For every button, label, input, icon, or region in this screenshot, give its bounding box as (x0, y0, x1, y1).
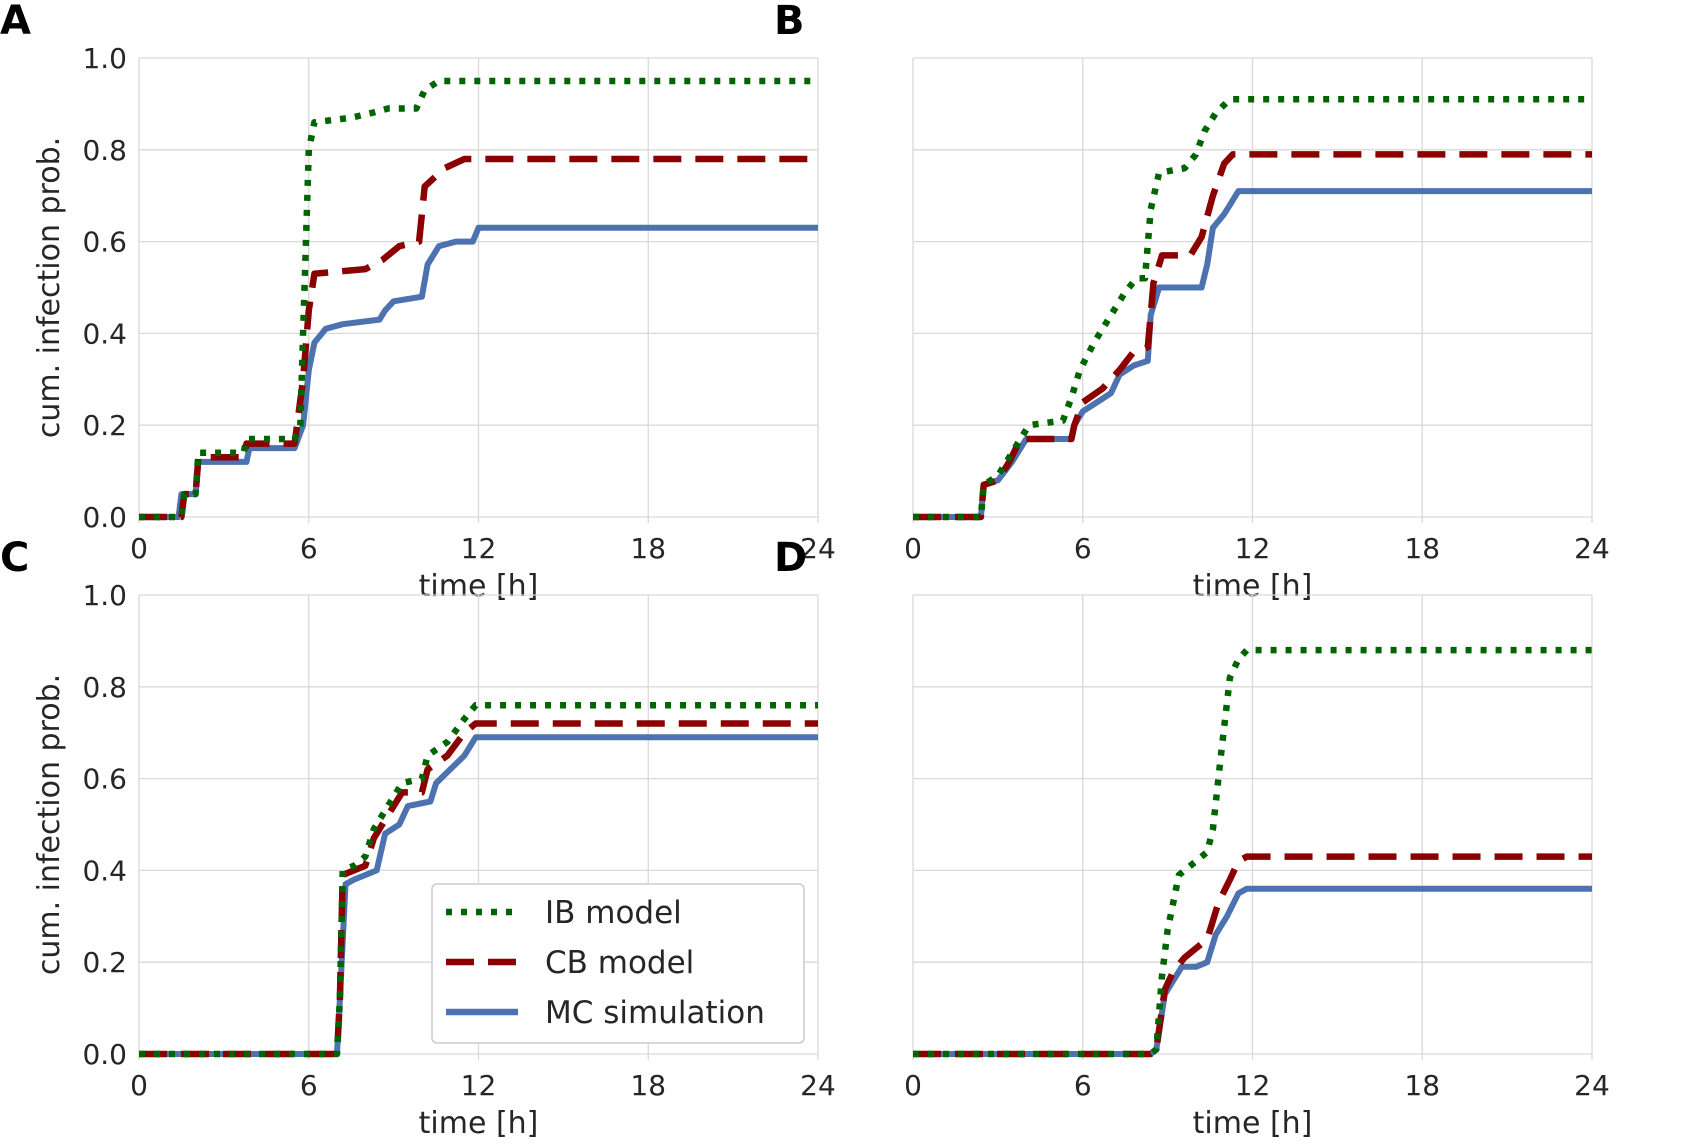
legend-label: MC simulation (545, 995, 765, 1031)
x-tick-label: 6 (300, 1069, 318, 1102)
y-tick-label: 0.2 (82, 946, 127, 979)
y-tick-label: 0.2 (82, 409, 127, 442)
y-tick-label: 0.6 (82, 226, 127, 259)
y-axis-label: cum. infection prob. (32, 674, 67, 975)
x-tick-label: 0 (904, 1069, 922, 1102)
legend-label: CB model (545, 945, 694, 981)
x-tick-label: 6 (1074, 1069, 1092, 1102)
series-line-cb-model (913, 853, 1592, 1058)
x-tick-label: 6 (1074, 532, 1092, 565)
y-tick-label: 0.4 (82, 854, 127, 887)
x-tick-label: 18 (630, 532, 666, 565)
series-line-cb-model (139, 720, 818, 1058)
x-tick-label: 24 (800, 1069, 836, 1102)
y-tick-label: 0.6 (82, 763, 127, 796)
panel-letter: A (0, 0, 31, 44)
x-tick-label: 0 (130, 1069, 148, 1102)
x-tick-label: 18 (630, 1069, 666, 1102)
x-tick-label: 12 (461, 1069, 497, 1102)
y-tick-label: 1.0 (82, 579, 127, 612)
y-axis-label: cum. infection prob. (32, 137, 67, 438)
series-line-ib-model (139, 77, 818, 521)
x-axis-label: time [h] (419, 1106, 539, 1141)
x-tick-label: 12 (1235, 1069, 1271, 1102)
y-tick-label: 0.4 (82, 317, 127, 350)
panel-letter: C (0, 535, 29, 581)
legend: IB model CB model MC simulation (431, 883, 805, 1044)
x-tick-label: 12 (1235, 532, 1271, 565)
panel-letter: B (774, 0, 805, 44)
x-axis-label: time [h] (1193, 1106, 1313, 1141)
legend-label: IB model (545, 895, 682, 931)
y-tick-label: 0.0 (82, 501, 127, 534)
panel-letter: D (774, 535, 807, 581)
y-tick-label: 1.0 (82, 42, 127, 75)
legend-box (431, 883, 805, 1044)
series-line-cb-model (913, 151, 1592, 521)
x-tick-label: 0 (130, 532, 148, 565)
panel-C: 0 6 12 18 24 0.0 0.2 0.4 0.6 0.8 1.0 time [h] cum. i… (0, 535, 836, 1141)
x-tick-label: 24 (1574, 1069, 1610, 1102)
y-tick-label: 0.8 (82, 134, 127, 167)
y-tick-label: 0.0 (82, 1038, 127, 1071)
x-tick-label: 6 (300, 532, 318, 565)
x-tick-label: 12 (461, 532, 497, 565)
panel-D: 0 6 12 18 24 time [h] D (774, 535, 1610, 1141)
x-tick-label: 18 (1404, 1069, 1440, 1102)
x-tick-label: 24 (800, 532, 836, 565)
series-line-cb-model (139, 155, 818, 521)
y-tick-label: 0.8 (82, 671, 127, 704)
x-tick-label: 24 (1574, 532, 1610, 565)
x-tick-label: 18 (1404, 532, 1440, 565)
series-line-mc-simulation (139, 734, 818, 1057)
series-line-ib-model (913, 96, 1592, 521)
x-tick-label: 0 (904, 532, 922, 565)
series-line-ib-model (913, 646, 1592, 1058)
